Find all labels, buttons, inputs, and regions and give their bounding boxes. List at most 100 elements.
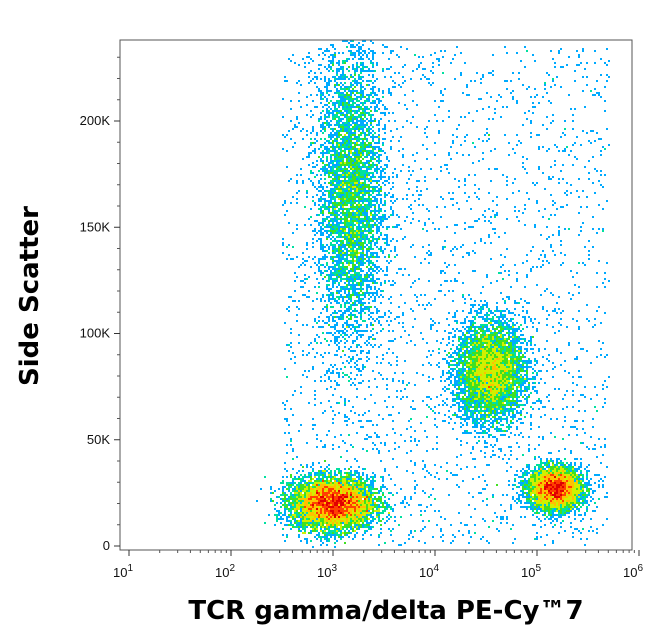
density-dot (336, 322, 338, 324)
density-dot (504, 322, 506, 324)
density-dot (380, 198, 382, 200)
density-dot (380, 172, 382, 174)
density-dot (372, 312, 374, 314)
density-dot (348, 356, 350, 358)
density-dot (370, 40, 372, 42)
density-dot (318, 88, 320, 90)
density-dot (360, 256, 362, 258)
density-dot (336, 242, 338, 244)
density-dot (504, 314, 506, 316)
density-dot (430, 304, 432, 306)
density-dot (362, 194, 364, 196)
density-dot (576, 356, 578, 358)
density-dot (328, 288, 330, 290)
density-dot (312, 172, 314, 174)
density-dot (342, 84, 344, 86)
density-dot (350, 110, 352, 112)
density-dot (374, 148, 376, 150)
density-dot (466, 252, 468, 254)
density-dot (388, 256, 390, 258)
density-dot (352, 54, 354, 56)
density-dot (350, 118, 352, 120)
density-dot (294, 272, 296, 274)
density-dot (330, 340, 332, 342)
density-dot (316, 194, 318, 196)
density-dot (352, 152, 354, 154)
density-dot (322, 58, 324, 60)
density-dot (484, 332, 486, 334)
density-dot (362, 250, 364, 252)
density-dot (352, 114, 354, 116)
density-dot (486, 344, 488, 346)
density-dot (344, 342, 346, 344)
density-dot (376, 182, 378, 184)
density-dot (372, 268, 374, 270)
density-dot (550, 292, 552, 294)
density-dot (440, 290, 442, 292)
density-dot (504, 348, 506, 350)
density-dot (506, 358, 508, 360)
density-dot (476, 354, 478, 356)
density-dot (372, 150, 374, 152)
density-dot (314, 228, 316, 230)
density-dot (450, 158, 452, 160)
density-dot (350, 232, 352, 234)
density-dot (370, 230, 372, 232)
density-dot (356, 144, 358, 146)
density-dot (450, 198, 452, 200)
density-dot (360, 176, 362, 178)
density-dot (366, 80, 368, 82)
density-dot (372, 226, 374, 228)
density-dot (356, 330, 358, 332)
density-dot (354, 232, 356, 234)
density-dot (362, 140, 364, 142)
density-dot (370, 164, 372, 166)
density-dot (380, 362, 382, 364)
density-dot (572, 128, 574, 130)
density-dot (516, 360, 518, 362)
density-dot (474, 80, 476, 82)
density-dot (352, 52, 354, 54)
density-dot (348, 280, 350, 282)
density-dot (492, 364, 494, 366)
density-dot (320, 190, 322, 192)
density-dot (542, 308, 544, 310)
density-dot (360, 260, 362, 262)
density-dot (472, 162, 474, 164)
density-dot (396, 224, 398, 226)
density-dot (344, 204, 346, 206)
density-dot (328, 280, 330, 282)
density-dot (340, 76, 342, 78)
density-dot (468, 332, 470, 334)
density-dot (338, 162, 340, 164)
density-dot (456, 202, 458, 204)
density-dot (370, 306, 372, 308)
density-dot (324, 256, 326, 258)
density-dot (356, 230, 358, 232)
density-dot (336, 278, 338, 280)
density-dot (510, 312, 512, 314)
density-dot (532, 246, 534, 248)
density-dot (330, 302, 332, 304)
density-dot (494, 360, 496, 362)
density-dot (350, 182, 352, 184)
density-dot (324, 322, 326, 324)
density-dot (458, 208, 460, 210)
density-dot (344, 216, 346, 218)
density-dot (324, 250, 326, 252)
density-dot (360, 288, 362, 290)
density-dot (416, 126, 418, 128)
density-dot (366, 190, 368, 192)
density-dot (356, 168, 358, 170)
density-dot (480, 238, 482, 240)
density-dot (354, 56, 356, 58)
density-dot (330, 112, 332, 114)
density-dot (362, 226, 364, 228)
density-dot (456, 280, 458, 282)
density-dot (338, 60, 340, 62)
density-dot (356, 208, 358, 210)
density-dot (362, 236, 364, 238)
density-dot (470, 340, 472, 342)
density-dot (330, 298, 332, 300)
density-dot (368, 162, 370, 164)
